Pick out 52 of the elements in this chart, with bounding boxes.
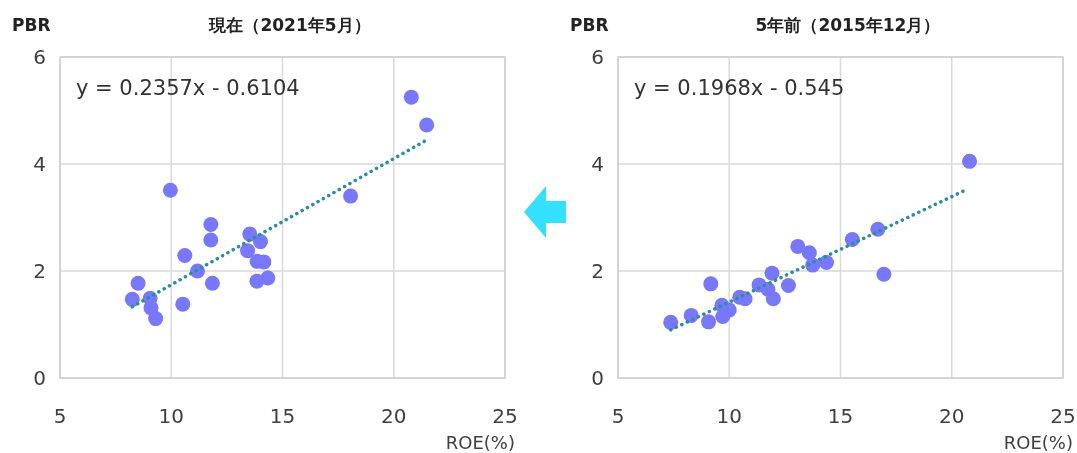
point [764, 265, 780, 281]
point [148, 311, 164, 327]
point [703, 276, 719, 292]
point [130, 275, 146, 291]
point [175, 296, 191, 312]
annotation: y = 0.1968x - 0.545 [634, 76, 845, 100]
point [790, 238, 806, 254]
point [252, 234, 268, 250]
point [177, 247, 193, 263]
point [801, 245, 817, 261]
y-tick-label: 0 [591, 366, 604, 390]
x-tick-label: 15 [827, 404, 854, 428]
chart-title: 5年前（2015年12月） [755, 15, 941, 35]
point [962, 153, 978, 169]
point [765, 291, 781, 307]
point [343, 188, 359, 204]
point [162, 182, 178, 198]
x-axis-title: ROE(%) [1003, 432, 1073, 453]
y-tick-label: 4 [33, 152, 46, 176]
point [240, 243, 256, 259]
point [876, 266, 892, 282]
chart-title: 現在（2021年5月） [208, 15, 371, 35]
y-tick-label: 2 [33, 259, 46, 283]
x-tick-label: 20 [381, 404, 407, 428]
point [203, 216, 219, 232]
x-tick-label: 20 [939, 404, 965, 428]
point [419, 117, 435, 133]
point [701, 314, 717, 330]
x-tick-label: 15 [269, 404, 296, 428]
y-tick-label: 6 [33, 45, 46, 69]
point [818, 254, 834, 270]
y-axis-title: PBR [12, 15, 51, 35]
x-axis-title: ROE(%) [445, 432, 515, 453]
point [260, 270, 276, 286]
point [403, 89, 419, 105]
x-tick-label: 5 [53, 404, 67, 428]
point [203, 232, 219, 248]
y-tick-label: 0 [33, 366, 46, 390]
annotation: y = 0.2357x - 0.6104 [76, 76, 300, 100]
x-tick-label: 5 [611, 404, 625, 428]
point [780, 277, 796, 293]
x-tick-label: 25 [1050, 404, 1076, 428]
point [124, 291, 140, 307]
y-tick-label: 6 [591, 45, 604, 69]
y-tick-label: 2 [591, 259, 604, 283]
point [204, 275, 220, 291]
x-tick-label: 10 [158, 404, 184, 428]
point [663, 314, 679, 330]
x-tick-label: 25 [492, 404, 518, 428]
y-tick-label: 4 [591, 152, 604, 176]
x-tick-label: 10 [716, 404, 742, 428]
y-axis-title: PBR [570, 15, 609, 35]
